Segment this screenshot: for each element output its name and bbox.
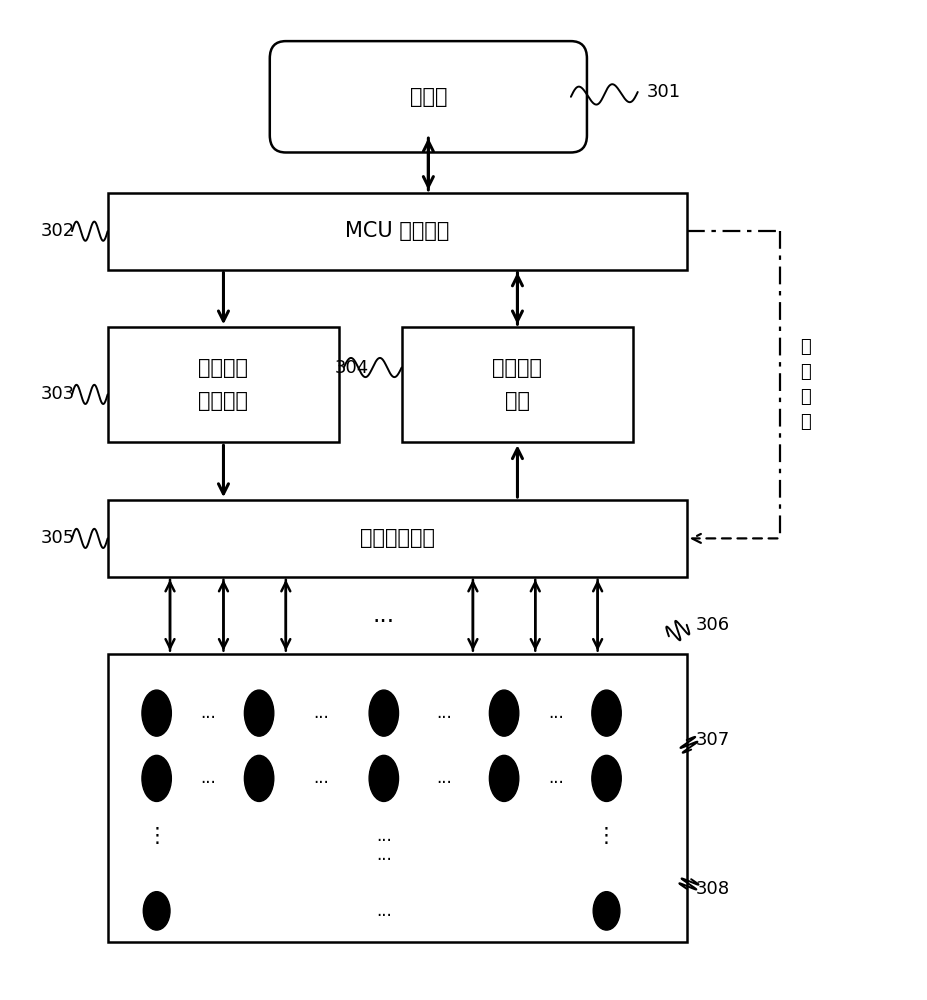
Ellipse shape xyxy=(369,690,398,736)
Ellipse shape xyxy=(592,892,619,930)
Text: ...: ... xyxy=(547,769,563,787)
Ellipse shape xyxy=(244,755,273,801)
Ellipse shape xyxy=(591,690,620,736)
Bar xyxy=(108,500,686,577)
Text: ...: ... xyxy=(375,846,391,864)
Text: 302: 302 xyxy=(41,222,75,240)
Bar xyxy=(108,193,686,270)
Text: ...: ... xyxy=(375,827,391,845)
Text: 307: 307 xyxy=(695,731,730,749)
Text: ...: ... xyxy=(375,902,391,920)
Text: 电极选通模块: 电极选通模块 xyxy=(360,528,434,548)
Text: 控
制
信
号: 控 制 信 号 xyxy=(799,338,809,431)
Text: ⋮: ⋮ xyxy=(146,826,167,846)
Bar xyxy=(401,327,632,442)
Ellipse shape xyxy=(244,690,273,736)
Text: ...: ... xyxy=(547,704,563,722)
Ellipse shape xyxy=(489,690,518,736)
Text: ...: ... xyxy=(313,769,329,787)
Text: 303: 303 xyxy=(41,385,75,403)
Ellipse shape xyxy=(142,755,171,801)
Ellipse shape xyxy=(143,892,170,930)
Bar xyxy=(108,654,686,942)
Text: ...: ... xyxy=(436,769,451,787)
Text: 301: 301 xyxy=(646,83,680,101)
Text: ⋮: ⋮ xyxy=(595,826,616,846)
Text: MCU 控制单元: MCU 控制单元 xyxy=(345,221,449,241)
Text: ...: ... xyxy=(313,704,329,722)
Text: 信号处理
模块: 信号处理 模块 xyxy=(492,358,542,411)
Text: 电压控制
电流源模: 电压控制 电流源模 xyxy=(198,358,248,411)
Text: 上位机: 上位机 xyxy=(409,87,447,107)
Ellipse shape xyxy=(142,690,171,736)
Text: 306: 306 xyxy=(695,616,729,634)
FancyBboxPatch shape xyxy=(270,41,586,152)
Text: ...: ... xyxy=(436,704,451,722)
Ellipse shape xyxy=(591,755,620,801)
Text: ...: ... xyxy=(200,704,216,722)
Bar xyxy=(108,327,339,442)
Ellipse shape xyxy=(369,755,398,801)
Ellipse shape xyxy=(489,755,518,801)
Text: ...: ... xyxy=(373,603,395,627)
Text: 305: 305 xyxy=(41,529,75,547)
Text: 308: 308 xyxy=(695,880,729,898)
Text: ...: ... xyxy=(200,769,216,787)
Text: 304: 304 xyxy=(335,359,369,377)
